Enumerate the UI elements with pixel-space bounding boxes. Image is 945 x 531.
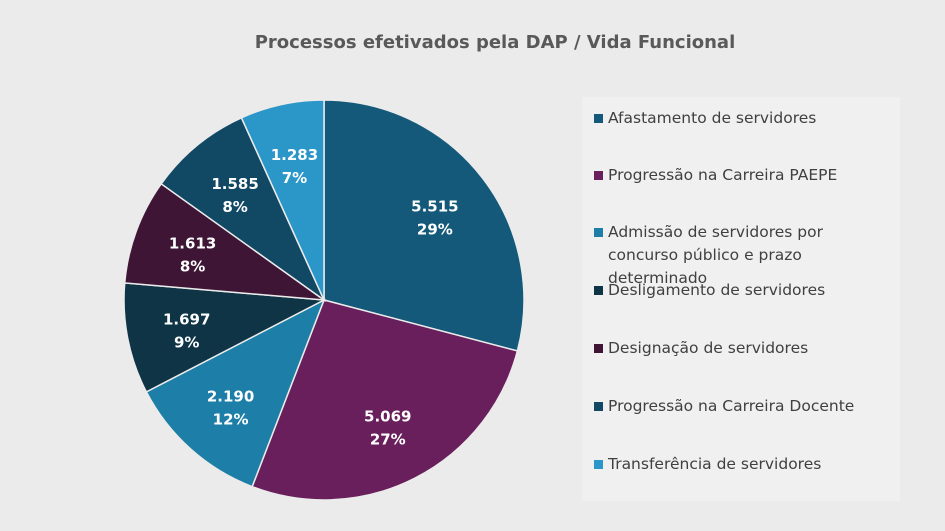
- slice-value-label: 1.697: [163, 310, 210, 328]
- slice-percent-label: 12%: [213, 410, 249, 428]
- slice-percent-label: 7%: [282, 169, 307, 187]
- slice-value-label: 1.283: [271, 146, 318, 164]
- legend-swatch: [594, 402, 603, 411]
- slice-percent-label: 8%: [180, 258, 205, 276]
- legend-item-progressao-na-carreira-paepe: Progressão na Carreira PAEPE: [594, 164, 894, 187]
- chart-title: Processos efetivados pela DAP / Vida Fun…: [254, 32, 736, 53]
- slice-value-label: 5.069: [364, 408, 411, 426]
- pie-slice-progressao-na-carreira-docente: [160, 116, 326, 303]
- legend-item-progressao-na-carreira-docente: Progressão na Carreira Docente: [594, 395, 894, 418]
- legend-item-admissao-de-servidores-por-concurso-publico-e-prazo-determinado: Admissão de servidores por concurso públ…: [594, 221, 894, 290]
- slice-value-label: 1.613: [169, 235, 216, 253]
- legend-swatch: [594, 286, 603, 295]
- legend-item-designacao-de-servidores: Designação de servidores: [594, 337, 894, 360]
- slice-percent-label: 9%: [174, 333, 199, 351]
- legend-label: Progressão na Carreira Docente: [608, 397, 855, 415]
- slice-value-label: 1.585: [211, 175, 258, 193]
- legend-label: Desligamento de servidores: [608, 281, 826, 299]
- legend-swatch: [594, 344, 603, 353]
- legend-item-transferencia-de-servidores: Transferência de servidores: [594, 453, 894, 476]
- slice-percent-label: 8%: [222, 198, 247, 216]
- pie-slice-progressao-na-carreira-paepe: [251, 299, 519, 501]
- legend: Afastamento de servidores Progressão na C…: [582, 97, 900, 501]
- legend-item-desligamento-de-servidores: Desligamento de servidores: [594, 279, 894, 302]
- legend-swatch: [594, 114, 603, 123]
- slice-value-label: 2.190: [207, 387, 254, 405]
- legend-swatch: [594, 228, 603, 237]
- legend-item-afastamento-de-servidores: Afastamento de servidores: [594, 107, 894, 130]
- legend-label: Admissão de servidores por concurso públ…: [608, 223, 823, 287]
- pie-slice-desligamento-de-servidores: [123, 282, 327, 393]
- slice-percent-label: 27%: [370, 431, 406, 449]
- slice-percent-label: 29%: [417, 221, 453, 239]
- legend-label: Afastamento de servidores: [608, 109, 817, 127]
- pie-slice-admissao-de-servidores-por-concurso-publico-e-prazo-determinado: [145, 298, 326, 488]
- legend-label: Designação de servidores: [608, 339, 809, 357]
- legend-swatch: [594, 171, 603, 180]
- slice-value-label: 5.515: [411, 198, 458, 216]
- legend-label: Transferência de servidores: [608, 455, 822, 473]
- pie-slice-afastamento-de-servidores: [323, 99, 525, 352]
- legend-label: Progressão na Carreira PAEPE: [608, 166, 838, 184]
- legend-swatch: [594, 460, 603, 469]
- pie-slice-transferencia-de-servidores: [240, 99, 325, 301]
- pie-slice-designacao-de-servidores: [123, 182, 327, 301]
